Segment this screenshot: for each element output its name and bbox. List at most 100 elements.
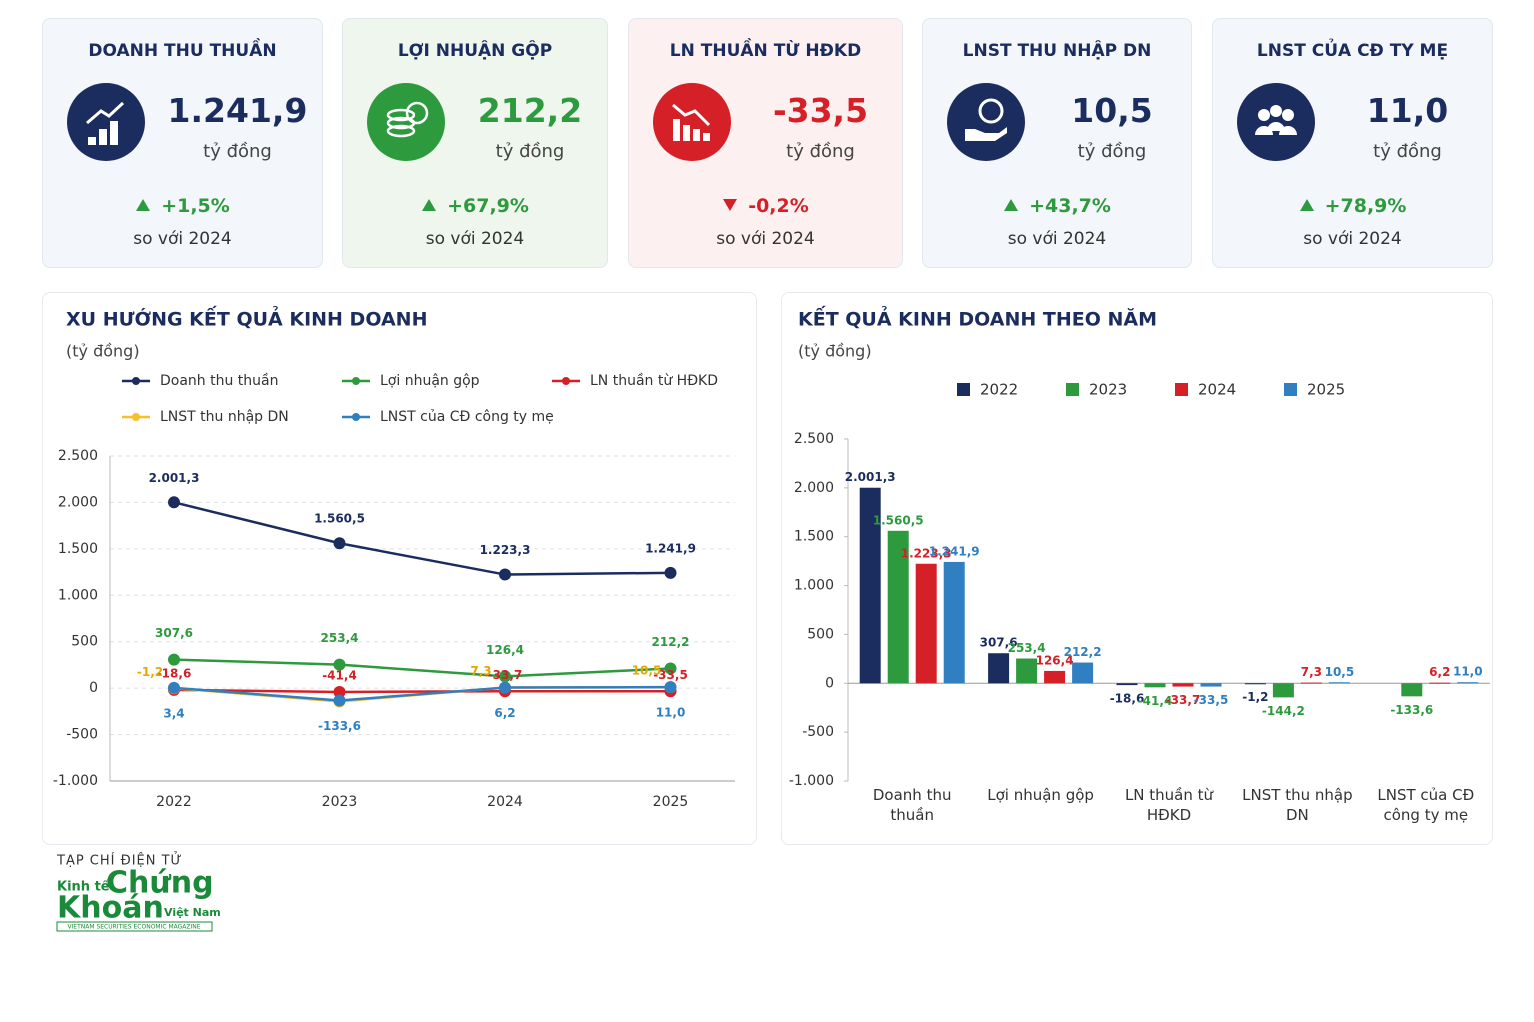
card-change: +78,9% (1213, 195, 1492, 217)
y-tick-label: 0 (825, 675, 834, 691)
data-label: 1.560,5 (314, 512, 365, 526)
arrow (1004, 199, 1019, 211)
bar (1457, 682, 1479, 684)
icon-part (683, 125, 690, 141)
icon-part (1279, 126, 1297, 135)
data-label: -133,6 (1390, 703, 1433, 717)
card-icon (653, 83, 731, 161)
x-tick-label: Lợi nhuận gộp (987, 786, 1094, 804)
kpi-card: LỢI NHUẬN GỘP 212,2 tỷ đồng +67,9% so với 20… (342, 18, 608, 268)
x-tick-label: LNST thu nhập DN (1242, 786, 1353, 824)
icon-part (1282, 109, 1294, 121)
series-line (173, 658, 671, 678)
trend-arrow (136, 199, 151, 211)
icon-part (693, 129, 700, 141)
data-label: -1,2 (1242, 690, 1268, 704)
y-tick-label: 2.500 (58, 448, 98, 464)
point (168, 496, 180, 509)
card-icon (1237, 83, 1315, 161)
data-label: -41,4 (1138, 694, 1173, 708)
card-icon (367, 83, 445, 161)
y-tick-label: -500 (802, 724, 834, 740)
point (168, 653, 180, 666)
legend-dot (132, 377, 140, 385)
x-tick-label: 2023 (322, 794, 358, 810)
card-title: LN THUẦN TỪ HĐKD (669, 41, 862, 61)
data-label: -33,7 (488, 668, 523, 682)
icon-part (673, 119, 680, 141)
trend-arrow (1299, 199, 1314, 211)
change-text: +43,7% (1029, 195, 1111, 217)
bar (1401, 683, 1423, 697)
change-text: +67,9% (447, 195, 529, 217)
change-text: +1,5% (161, 195, 230, 217)
point (664, 681, 677, 694)
card-unit: tỷ đồng (1077, 141, 1147, 162)
legend-label: LNST thu nhập DN (160, 409, 289, 425)
y-tick-label: 1.500 (58, 541, 98, 557)
bar (887, 530, 909, 684)
bar (1172, 683, 1194, 687)
legend-label: Doanh thu thuần (160, 373, 279, 389)
card-change: -0,2% (629, 195, 902, 217)
kpi-card: LNST CỦA CĐ TY MẸ 11,0 tỷ đồng +78,9% so với… (1212, 18, 1493, 268)
data-label: 212,2 (1064, 645, 1102, 659)
legend-dot (352, 413, 360, 421)
card-unit: tỷ đồng (495, 141, 565, 162)
data-label: 253,4 (321, 631, 359, 645)
data-label: -33,5 (1194, 693, 1229, 707)
card-title: DOANH THU THUẦN (88, 41, 277, 61)
bar (943, 561, 965, 684)
icon-circle (367, 83, 445, 161)
y-tick-label: 1.000 (58, 587, 98, 603)
data-label: -33,7 (1166, 693, 1201, 707)
logo-word: Khoán (57, 891, 164, 926)
icon-part (978, 98, 1004, 124)
data-label: 1.241,9 (645, 541, 696, 555)
data-label: 2.001,3 (149, 471, 200, 485)
data-label: 212,2 (652, 635, 690, 649)
data-label: -1,2 (137, 665, 163, 679)
card-value: 11,0 (1366, 91, 1449, 130)
y-tick-label: 2.000 (58, 494, 98, 510)
card-unit: tỷ đồng (203, 141, 272, 162)
bar (1016, 658, 1038, 684)
bar (1244, 683, 1266, 685)
data-label: 1.223,3 (480, 543, 531, 557)
data-label: -133,6 (318, 719, 361, 733)
logo-word: Việt Nam (164, 906, 221, 919)
series-line (173, 501, 671, 576)
kpi-card: LNST THU NHẬP DN 10,5 tỷ đồng +43,7% so với … (922, 18, 1192, 268)
bar (1272, 683, 1294, 698)
card-value: 1.241,9 (167, 91, 308, 130)
data-label: 10,5 (632, 664, 662, 678)
legend-swatch (1066, 383, 1079, 396)
card-change: +1,5% (43, 195, 322, 217)
icon-circle (653, 83, 731, 161)
card-icon (947, 83, 1025, 161)
logo-kicker: TẠP CHÍ ĐIỆN TỬ (56, 852, 183, 869)
icon-part (405, 101, 429, 125)
data-label: 2.001,3 (845, 470, 896, 484)
legend-label: 2024 (1198, 381, 1236, 399)
x-tick-label: 2025 (653, 794, 689, 810)
data-label: 1.241,9 (929, 544, 980, 558)
point (499, 568, 511, 581)
trend-arrow (422, 199, 437, 211)
series-line (173, 688, 671, 694)
x-tick-label: LN thuần từ HĐKD (1124, 786, 1214, 824)
card-value: -33,5 (772, 91, 869, 130)
data-label: -18,6 (1110, 692, 1145, 706)
bar (1116, 683, 1138, 686)
change-text: -0,2% (748, 195, 809, 217)
kpi-card: LN THUẦN TỪ HĐKD -33,5 tỷ đồng -0,2% so với … (628, 18, 903, 268)
series-line (173, 685, 671, 702)
card-title: LỢI NHUẬN GỘP (397, 41, 553, 61)
bar (1072, 662, 1094, 684)
data-label: 11,0 (1453, 665, 1483, 679)
icon-part (110, 121, 118, 145)
icon-circle (67, 83, 145, 161)
point (499, 681, 511, 694)
